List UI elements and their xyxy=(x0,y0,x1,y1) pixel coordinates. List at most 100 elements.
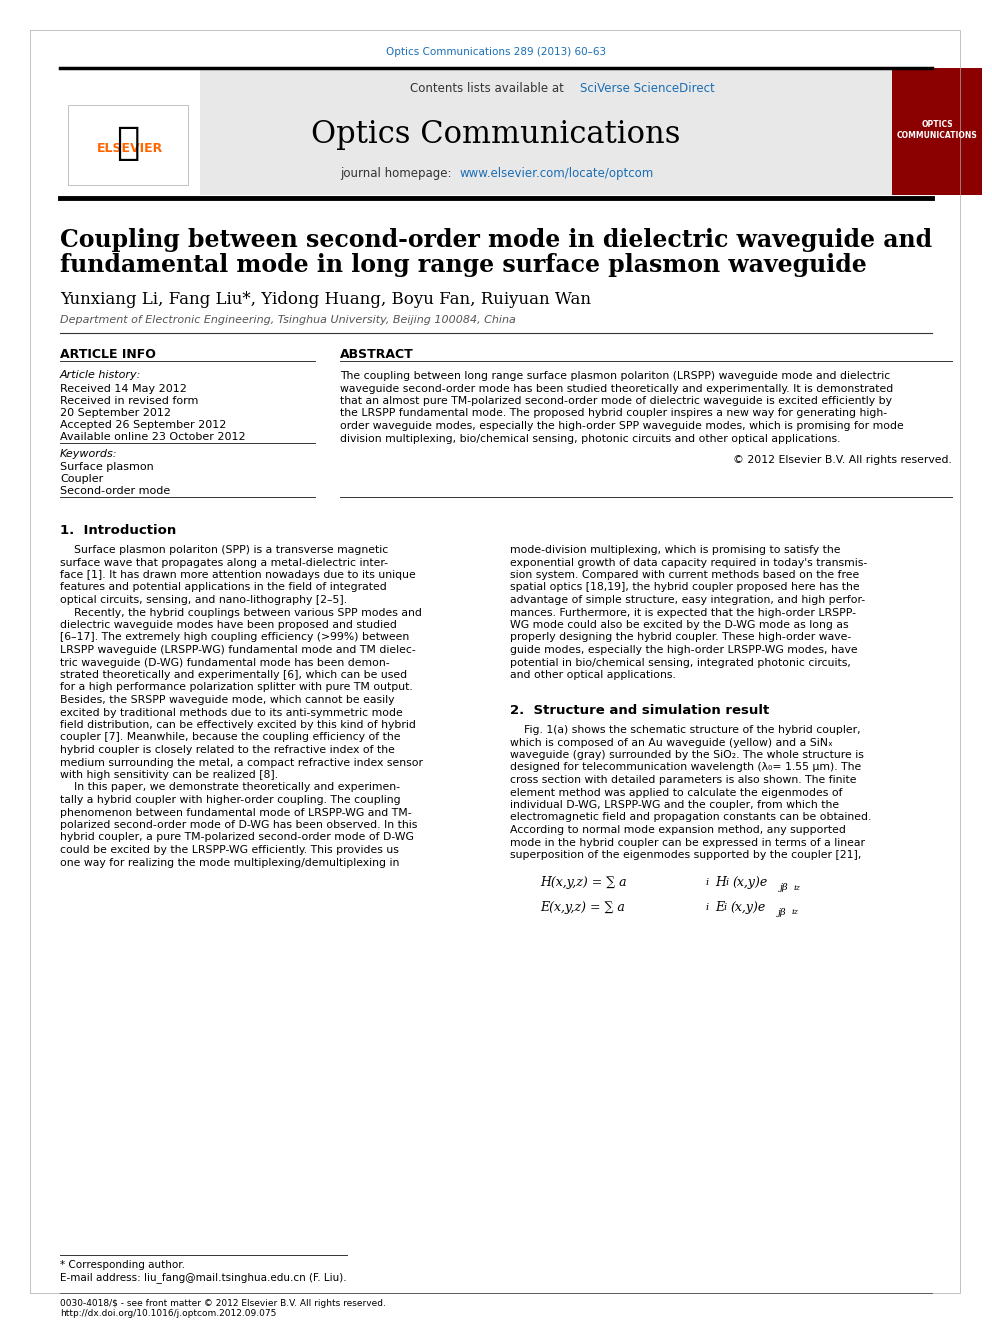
Text: E-mail address: liu_fang@mail.tsinghua.edu.cn (F. Liu).: E-mail address: liu_fang@mail.tsinghua.e… xyxy=(60,1273,346,1283)
Text: iz: iz xyxy=(794,884,801,892)
Text: which is composed of an Au waveguide (yellow) and a SiNₓ: which is composed of an Au waveguide (ye… xyxy=(510,737,833,747)
Text: dielectric waveguide modes have been proposed and studied: dielectric waveguide modes have been pro… xyxy=(60,620,397,630)
Text: Received 14 May 2012: Received 14 May 2012 xyxy=(60,384,186,394)
Text: mode-division multiplexing, which is promising to satisfy the: mode-division multiplexing, which is pro… xyxy=(510,545,840,556)
Text: tric waveguide (D-WG) fundamental mode has been demon-: tric waveguide (D-WG) fundamental mode h… xyxy=(60,658,390,668)
Text: Contents lists available at: Contents lists available at xyxy=(410,82,563,94)
Bar xyxy=(68,105,188,185)
Text: H: H xyxy=(715,876,726,889)
Text: surface wave that propagates along a metal-dielectric inter-: surface wave that propagates along a met… xyxy=(60,557,388,568)
Text: superposition of the eigenmodes supported by the coupler [21],: superposition of the eigenmodes supporte… xyxy=(510,849,861,860)
Bar xyxy=(60,67,892,194)
Text: Coupler: Coupler xyxy=(60,474,103,484)
Text: properly designing the hybrid coupler. These high-order wave-: properly designing the hybrid coupler. T… xyxy=(510,632,851,643)
Text: ELSEVIER: ELSEVIER xyxy=(97,142,163,155)
Text: Surface plasmon polariton (SPP) is a transverse magnetic: Surface plasmon polariton (SPP) is a tra… xyxy=(60,545,388,556)
Text: hybrid coupler is closely related to the refractive index of the: hybrid coupler is closely related to the… xyxy=(60,745,395,755)
Text: Coupling between second-order mode in dielectric waveguide and: Coupling between second-order mode in di… xyxy=(60,228,932,251)
Text: face [1]. It has drawn more attention nowadays due to its unique: face [1]. It has drawn more attention no… xyxy=(60,570,416,579)
Text: electromagnetic field and propagation constants can be obtained.: electromagnetic field and propagation co… xyxy=(510,812,871,823)
Text: WG mode could also be excited by the D-WG mode as long as: WG mode could also be excited by the D-W… xyxy=(510,620,848,630)
Text: ABSTRACT: ABSTRACT xyxy=(340,348,414,360)
Text: Department of Electronic Engineering, Tsinghua University, Beijing 100084, China: Department of Electronic Engineering, Ts… xyxy=(60,315,516,325)
Text: element method was applied to calculate the eigenmodes of: element method was applied to calculate … xyxy=(510,787,842,798)
Text: hybrid coupler, a pure TM-polarized second-order mode of D-WG: hybrid coupler, a pure TM-polarized seco… xyxy=(60,832,414,843)
Text: iz: iz xyxy=(792,909,799,917)
Text: field distribution, can be effectively excited by this kind of hybrid: field distribution, can be effectively e… xyxy=(60,720,416,730)
Text: order waveguide modes, especially the high-order SPP waveguide modes, which is p: order waveguide modes, especially the hi… xyxy=(340,421,904,431)
Text: could be excited by the LRSPP-WG efficiently. This provides us: could be excited by the LRSPP-WG efficie… xyxy=(60,845,399,855)
Text: LRSPP waveguide (LRSPP-WG) fundamental mode and TM dielec-: LRSPP waveguide (LRSPP-WG) fundamental m… xyxy=(60,646,416,655)
Text: Available online 23 October 2012: Available online 23 October 2012 xyxy=(60,433,246,442)
Text: waveguide second-order mode has been studied theoretically and experimentally. I: waveguide second-order mode has been stu… xyxy=(340,384,893,393)
Text: [6–17]. The extremely high coupling efficiency (>99%) between: [6–17]. The extremely high coupling effi… xyxy=(60,632,410,643)
Text: * Corresponding author.: * Corresponding author. xyxy=(60,1259,185,1270)
Text: © 2012 Elsevier B.V. All rights reserved.: © 2012 Elsevier B.V. All rights reserved… xyxy=(733,455,952,464)
Text: fundamental mode in long range surface plasmon waveguide: fundamental mode in long range surface p… xyxy=(60,253,867,277)
Text: (x,y)e: (x,y)e xyxy=(730,901,765,914)
Text: According to normal mode expansion method, any supported: According to normal mode expansion metho… xyxy=(510,826,846,835)
Text: waveguide (gray) surrounded by the SiO₂. The whole structure is: waveguide (gray) surrounded by the SiO₂.… xyxy=(510,750,864,759)
Text: jβ: jβ xyxy=(780,882,789,892)
Text: one way for realizing the mode multiplexing/demultiplexing in: one way for realizing the mode multiplex… xyxy=(60,857,400,868)
Text: optical circuits, sensing, and nano-lithography [2–5].: optical circuits, sensing, and nano-lith… xyxy=(60,595,347,605)
Text: 0030-4018/$ - see front matter © 2012 Elsevier B.V. All rights reserved.: 0030-4018/$ - see front matter © 2012 El… xyxy=(60,1298,386,1307)
Text: OPTICS
COMMUNICATIONS: OPTICS COMMUNICATIONS xyxy=(897,120,977,140)
Text: mances. Furthermore, it is expected that the high-order LRSPP-: mances. Furthermore, it is expected that… xyxy=(510,607,856,618)
Text: Article history:: Article history: xyxy=(60,370,142,380)
Text: ARTICLE INFO: ARTICLE INFO xyxy=(60,348,156,360)
Text: mode in the hybrid coupler can be expressed in terms of a linear: mode in the hybrid coupler can be expres… xyxy=(510,837,865,848)
Text: and other optical applications.: and other optical applications. xyxy=(510,669,676,680)
Text: Keywords:: Keywords: xyxy=(60,448,117,459)
Text: exponential growth of data capacity required in today's transmis-: exponential growth of data capacity requ… xyxy=(510,557,867,568)
Text: phenomenon between fundamental mode of LRSPP-WG and TM-: phenomenon between fundamental mode of L… xyxy=(60,807,412,818)
Text: i: i xyxy=(706,904,709,912)
Text: In this paper, we demonstrate theoretically and experimen-: In this paper, we demonstrate theoretica… xyxy=(60,782,400,792)
Text: Fig. 1(a) shows the schematic structure of the hybrid coupler,: Fig. 1(a) shows the schematic structure … xyxy=(510,725,861,736)
Text: Besides, the SRSPP waveguide mode, which cannot be easily: Besides, the SRSPP waveguide mode, which… xyxy=(60,695,395,705)
Text: Optics Communications 289 (2013) 60–63: Optics Communications 289 (2013) 60–63 xyxy=(386,48,606,57)
Text: i: i xyxy=(724,904,727,912)
Text: spatial optics [18,19], the hybrid coupler proposed here has the: spatial optics [18,19], the hybrid coupl… xyxy=(510,582,860,593)
Text: i: i xyxy=(726,878,729,886)
Text: SciVerse ScienceDirect: SciVerse ScienceDirect xyxy=(580,82,715,94)
Text: 2.  Structure and simulation result: 2. Structure and simulation result xyxy=(510,704,769,717)
Text: Accepted 26 September 2012: Accepted 26 September 2012 xyxy=(60,419,226,430)
Text: www.elsevier.com/locate/optcom: www.elsevier.com/locate/optcom xyxy=(460,167,655,180)
Text: Recently, the hybrid couplings between various SPP modes and: Recently, the hybrid couplings between v… xyxy=(60,607,422,618)
Text: journal homepage:: journal homepage: xyxy=(340,167,455,180)
Text: sion system. Compared with current methods based on the free: sion system. Compared with current metho… xyxy=(510,570,859,579)
Text: Second-order mode: Second-order mode xyxy=(60,486,171,496)
Text: E(x,y,z) = ∑ a: E(x,y,z) = ∑ a xyxy=(540,901,625,914)
Text: medium surrounding the metal, a compact refractive index sensor: medium surrounding the metal, a compact … xyxy=(60,758,423,767)
Text: Yunxiang Li, Fang Liu*, Yidong Huang, Boyu Fan, Ruiyuan Wan: Yunxiang Li, Fang Liu*, Yidong Huang, Bo… xyxy=(60,291,591,308)
Text: jβ: jβ xyxy=(778,908,787,917)
Text: with high sensitivity can be realized [8].: with high sensitivity can be realized [8… xyxy=(60,770,278,781)
Text: 1.  Introduction: 1. Introduction xyxy=(60,524,177,537)
Text: cross section with detailed parameters is also shown. The finite: cross section with detailed parameters i… xyxy=(510,775,856,785)
Text: the LRSPP fundamental mode. The proposed hybrid coupler inspires a new way for g: the LRSPP fundamental mode. The proposed… xyxy=(340,409,887,418)
Text: i: i xyxy=(706,878,709,886)
Text: Received in revised form: Received in revised form xyxy=(60,396,198,406)
Text: strated theoretically and experimentally [6], which can be used: strated theoretically and experimentally… xyxy=(60,669,407,680)
Text: advantage of simple structure, easy integration, and high perfor-: advantage of simple structure, easy inte… xyxy=(510,595,865,605)
Text: (x,y)e: (x,y)e xyxy=(732,876,767,889)
Text: polarized second-order mode of D-WG has been observed. In this: polarized second-order mode of D-WG has … xyxy=(60,820,418,830)
Text: designed for telecommunication wavelength (λ₀= 1.55 μm). The: designed for telecommunication wavelengt… xyxy=(510,762,861,773)
Text: for a high performance polarization splitter with pure TM output.: for a high performance polarization spli… xyxy=(60,683,413,692)
Text: 🌳: 🌳 xyxy=(116,124,140,161)
Text: that an almost pure TM-polarized second-order mode of dielectric waveguide is ex: that an almost pure TM-polarized second-… xyxy=(340,396,892,406)
Text: E: E xyxy=(715,901,724,914)
Text: features and potential applications in the field of integrated: features and potential applications in t… xyxy=(60,582,387,593)
Text: The coupling between long range surface plasmon polariton (LRSPP) waveguide mode: The coupling between long range surface … xyxy=(340,370,890,381)
Text: H(x,y,z) = ∑ a: H(x,y,z) = ∑ a xyxy=(540,876,627,889)
Text: potential in bio/chemical sensing, integrated photonic circuits,: potential in bio/chemical sensing, integ… xyxy=(510,658,851,668)
Text: Optics Communications: Optics Communications xyxy=(311,119,681,151)
Text: guide modes, especially the high-order LRSPP-WG modes, have: guide modes, especially the high-order L… xyxy=(510,646,858,655)
Bar xyxy=(60,67,200,194)
Text: excited by traditional methods due to its anti-symmetric mode: excited by traditional methods due to it… xyxy=(60,708,403,717)
Text: coupler [7]. Meanwhile, because the coupling efficiency of the: coupler [7]. Meanwhile, because the coup… xyxy=(60,733,401,742)
Text: http://dx.doi.org/10.1016/j.optcom.2012.09.075: http://dx.doi.org/10.1016/j.optcom.2012.… xyxy=(60,1310,277,1319)
Text: 20 September 2012: 20 September 2012 xyxy=(60,407,171,418)
Text: individual D-WG, LRSPP-WG and the coupler, from which the: individual D-WG, LRSPP-WG and the couple… xyxy=(510,800,839,810)
